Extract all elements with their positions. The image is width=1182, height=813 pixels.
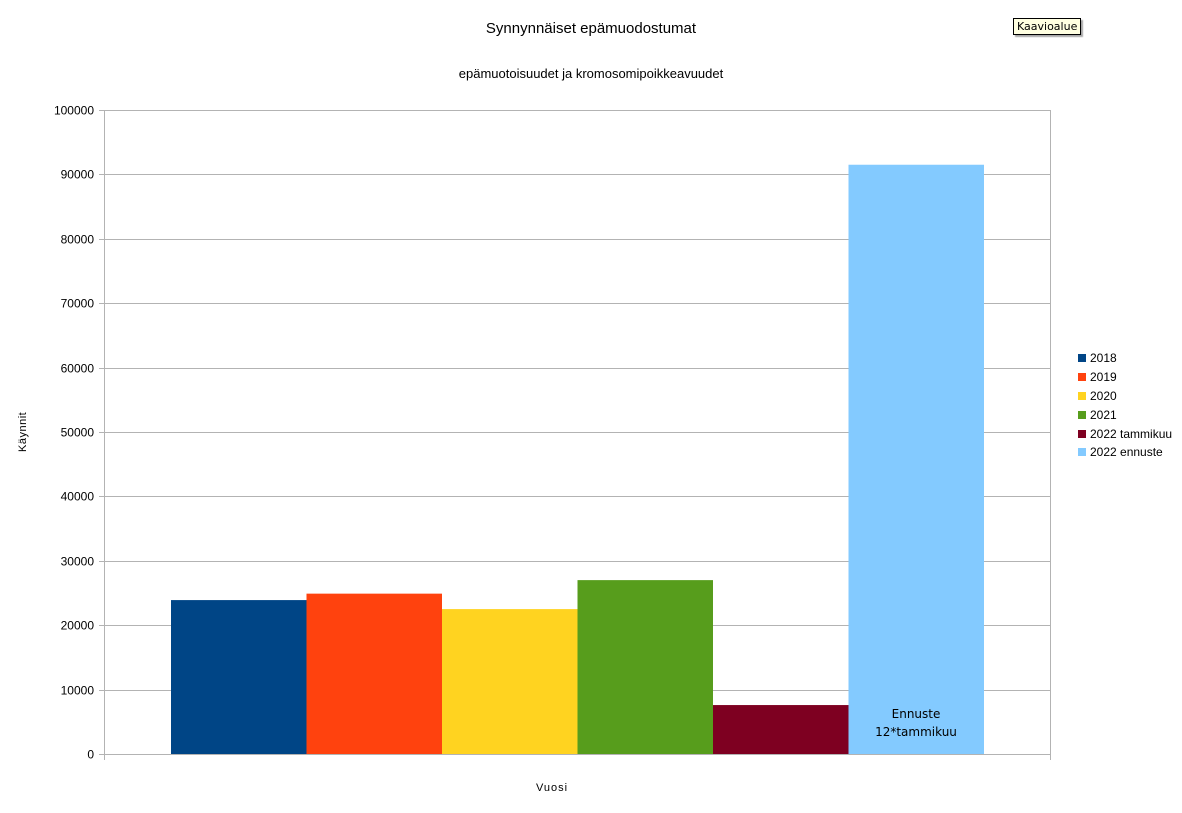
y-tick-label: 40000	[61, 490, 95, 504]
legend-label: 2019	[1090, 370, 1117, 385]
chart-area-tooltip: Kaavioalue	[1013, 18, 1082, 35]
legend-item: 2021	[1078, 405, 1172, 424]
y-tick-labels: 0 10000 20000 30000 40000 50000 60000 70000 8000…	[54, 104, 94, 762]
bar-2020	[442, 609, 578, 754]
legend-swatch	[1078, 391, 1086, 400]
legend-swatch	[1078, 373, 1086, 382]
y-tick-label: 70000	[61, 297, 95, 311]
y-tick-label: 20000	[61, 619, 95, 633]
legend-label: 2020	[1090, 388, 1117, 403]
chart-title: Synnynnäiset epämuodostumat	[485, 20, 697, 37]
bar-2018	[171, 600, 307, 754]
legend-label: 2018	[1090, 351, 1117, 366]
bar-2021	[577, 580, 713, 754]
bar-2022-ennuste	[848, 164, 984, 755]
x-axis-label: Vuosi	[535, 782, 569, 794]
y-tick-label: 10000	[61, 684, 95, 698]
y-tick-label: 90000	[61, 168, 95, 182]
legend-swatch	[1078, 354, 1086, 363]
y-tick-label: 30000	[61, 555, 95, 569]
axes	[104, 110, 1051, 760]
y-tick-label: 100000	[54, 104, 94, 118]
legend: 2018 2019 2020 2021 2022 tammikuu 2022 e…	[1078, 349, 1172, 462]
legend-label: 2021	[1090, 407, 1117, 422]
legend-label: 2022 tammikuu	[1090, 426, 1173, 441]
chart-subtitle: epämuotoisuudet ja kromosomipoikkeavuude…	[458, 66, 724, 81]
legend-item: 2018	[1078, 349, 1172, 368]
legend-item: 2020	[1078, 387, 1172, 406]
legend-swatch	[1078, 410, 1086, 419]
bars	[171, 164, 984, 755]
legend-item: 2019	[1078, 368, 1172, 387]
y-tick-label: 80000	[61, 233, 95, 247]
annotation-line: Ennuste	[891, 707, 941, 721]
y-tick-label: 50000	[61, 426, 95, 440]
legend-swatch	[1078, 429, 1086, 438]
annotation-line: 12*tammikuu	[875, 725, 957, 739]
legend-label: 2022 ennuste	[1090, 445, 1163, 460]
legend-item: 2022 tammikuu	[1078, 424, 1172, 443]
legend-item: 2022 ennuste	[1078, 443, 1172, 462]
forecast-annotation: Ennuste 12*tammikuu	[850, 705, 982, 741]
bar-2019	[306, 593, 442, 754]
y-axis-label: Käynnit	[17, 411, 29, 452]
legend-swatch	[1078, 448, 1086, 457]
bar-2022-tammikuu	[713, 705, 849, 754]
y-tick-label: 60000	[61, 362, 95, 376]
y-tick-label: 0	[87, 748, 94, 762]
